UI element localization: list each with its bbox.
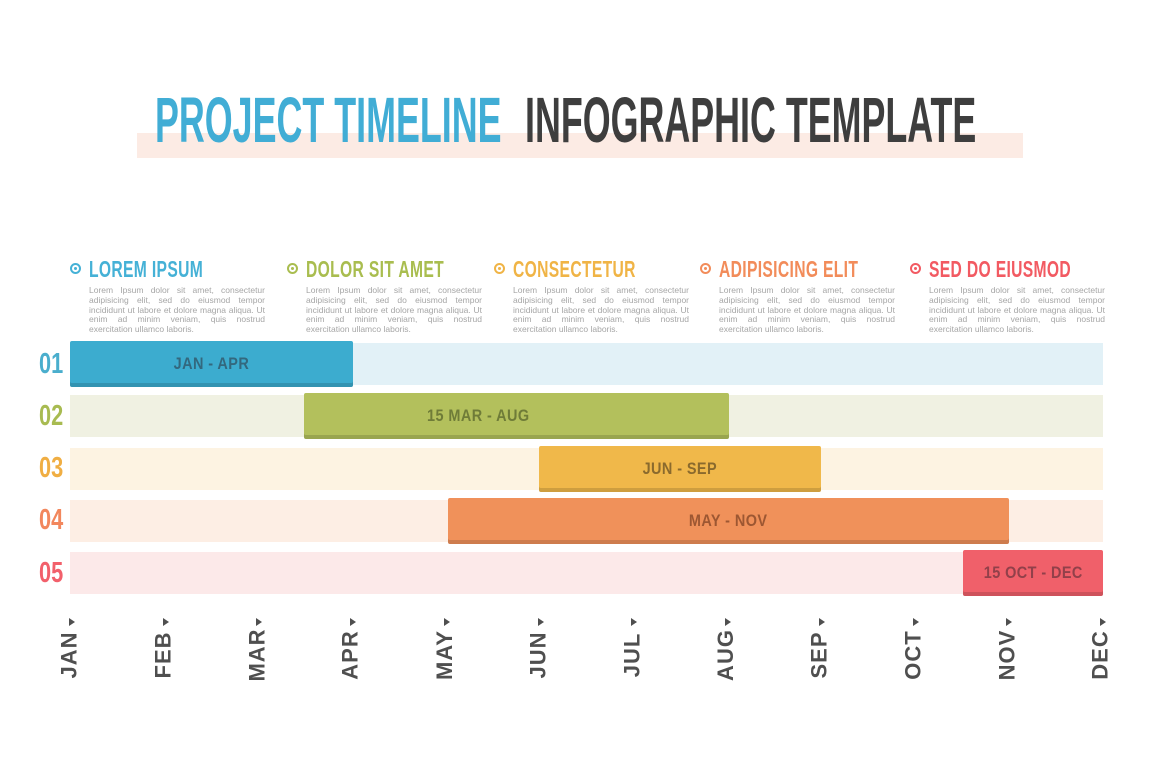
tick-arrow-icon <box>256 618 263 626</box>
row-number: 03 <box>38 452 64 485</box>
row-number: 04 <box>38 504 64 537</box>
legend-body-text: Lorem Ipsum dolor sit amet, consectetur … <box>89 285 265 335</box>
gantt-bar: JUN - SEP <box>538 445 821 492</box>
gantt-bar: 15 MAR - AUG <box>304 393 729 440</box>
legend-bullet-dot-icon <box>914 267 917 270</box>
month-label: FEB <box>150 631 176 679</box>
month-label: NOV <box>994 629 1020 681</box>
title-secondary: INFOGRAPHIC TEMPLATE <box>525 84 977 156</box>
month-tick: JAN <box>30 612 110 692</box>
legend-heading: SED DO EIUSMOD <box>929 256 1072 282</box>
month-label: SEP <box>806 631 832 679</box>
gantt-row: 05 15 OCT - DEC <box>0 550 1160 597</box>
row-track <box>70 552 1103 595</box>
tick-arrow-icon <box>443 618 450 626</box>
gantt-row: 01 JAN - APR <box>0 341 1160 387</box>
legend-heading: DOLOR SIT AMET <box>306 256 444 282</box>
legend-bullet-icon <box>700 263 711 274</box>
row-number: 01 <box>38 347 64 380</box>
month-tick: SEP <box>780 612 860 692</box>
tick-arrow-icon <box>1006 618 1013 626</box>
legend-body-text: Lorem Ipsum dolor sit amet, consectetur … <box>306 285 482 335</box>
legend-bullet-dot-icon <box>74 267 77 270</box>
month-label: MAR <box>244 628 270 682</box>
gantt-bar: 15 OCT - DEC <box>963 550 1103 597</box>
tick-arrow-icon <box>162 618 169 626</box>
month-tick: FEB <box>124 612 204 692</box>
tick-arrow-icon <box>631 618 638 626</box>
legend-body-text: Lorem Ipsum dolor sit amet, consectetur … <box>929 285 1105 335</box>
month-label: OCT <box>900 630 926 680</box>
row-number: 02 <box>38 399 64 432</box>
bar-date-label: JUN - SEP <box>642 458 717 478</box>
month-tick: DEC <box>1061 612 1141 692</box>
title-highlight-band <box>137 133 1023 158</box>
month-label: DEC <box>1087 630 1113 680</box>
month-tick: NOV <box>967 612 1047 692</box>
month-tick: APR <box>311 612 391 692</box>
tick-arrow-icon <box>69 618 75 626</box>
row-number: 05 <box>38 556 64 589</box>
gantt-row: 03 JUN - SEP <box>0 445 1160 492</box>
gantt-row: 04 MAY - NOV <box>0 497 1160 544</box>
month-tick: OCT <box>874 612 954 692</box>
tick-arrow-icon <box>1099 618 1106 626</box>
page-title: PROJECT TIMELINE INFOGRAPHIC TEMPLATE <box>155 88 976 152</box>
tick-arrow-icon <box>725 618 731 626</box>
legend-bullet-icon <box>910 263 921 274</box>
tick-arrow-icon <box>912 618 919 626</box>
legend-bullet-dot-icon <box>704 267 707 270</box>
bar-date-label: 15 OCT - DEC <box>983 563 1083 583</box>
month-tick: JUL <box>592 612 672 692</box>
legend-body-text: Lorem Ipsum dolor sit amet, consectetur … <box>513 285 689 335</box>
tick-arrow-icon <box>350 618 357 626</box>
tick-arrow-icon <box>818 618 825 626</box>
legend-bullet-icon <box>70 263 81 274</box>
legend-bullet-dot-icon <box>498 267 501 270</box>
bar-date-label: MAY - NOV <box>689 510 768 530</box>
month-tick: MAY <box>405 612 485 692</box>
month-label: APR <box>338 630 364 680</box>
gantt-row: 02 15 MAR - AUG <box>0 393 1160 440</box>
month-label: AUG <box>712 629 738 681</box>
bar-date-label: 15 MAR - AUG <box>427 406 530 426</box>
month-tick: MAR <box>217 612 297 692</box>
month-label: JUL <box>619 632 645 678</box>
legend-heading: ADIPISICING ELIT <box>719 256 859 282</box>
month-label: JAN <box>56 631 82 679</box>
tick-arrow-icon <box>537 618 544 626</box>
legend-bullet-icon <box>494 263 505 274</box>
bar-date-label: JAN - APR <box>173 354 250 373</box>
title-primary: PROJECT TIMELINE <box>155 84 502 156</box>
gantt-bar: MAY - NOV <box>447 497 1010 544</box>
gantt-bar: JAN - APR <box>70 341 353 387</box>
month-tick: AUG <box>686 612 766 692</box>
legend-bullet-dot-icon <box>291 267 294 270</box>
legend-heading: LOREM IPSUM <box>89 256 204 282</box>
month-tick: JUN <box>499 612 579 692</box>
legend-heading: CONSECTETUR <box>513 256 636 282</box>
month-label: JUN <box>525 631 551 679</box>
legend-bullet-icon <box>287 263 298 274</box>
month-label: MAY <box>431 630 457 680</box>
legend-body-text: Lorem Ipsum dolor sit amet, consectetur … <box>719 285 895 335</box>
